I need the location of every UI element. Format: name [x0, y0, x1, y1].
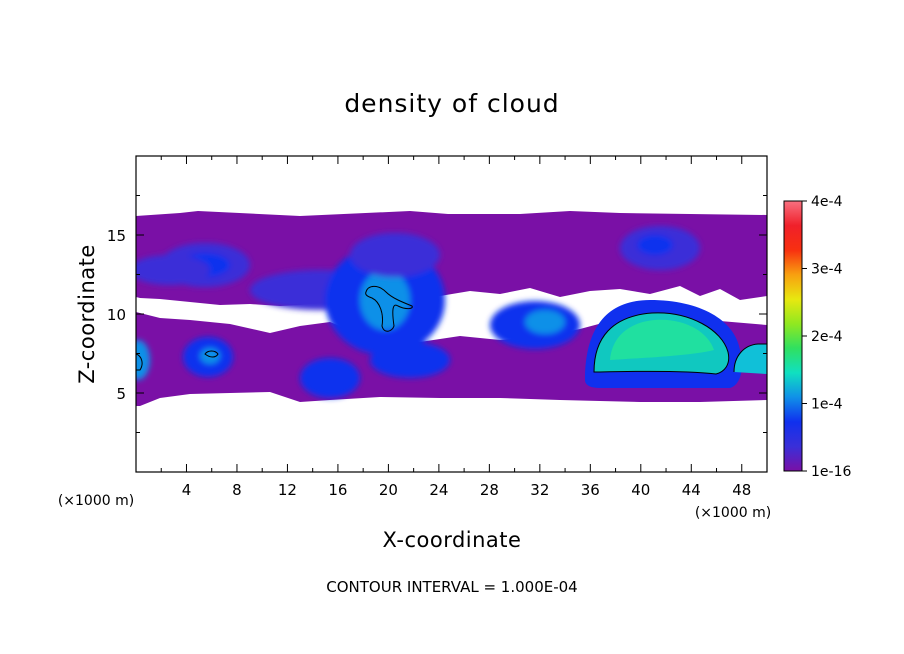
cloud-left-band — [136, 255, 210, 285]
colorbar-gradient — [784, 201, 802, 471]
cloud-cell-right-core — [610, 319, 714, 360]
cloud-central-top — [350, 233, 440, 277]
x-tick-label: 24 — [429, 481, 448, 499]
x-tick-label: 8 — [232, 481, 242, 499]
y-tick-label: 10 — [107, 306, 126, 324]
y-tick-label: 5 — [116, 385, 126, 403]
x-axis: 4 8 12 16 20 24 28 32 36 40 44 48 — [160, 156, 751, 499]
x-axis-label: X-coordinate — [383, 528, 522, 552]
x-tick-label: 44 — [682, 481, 701, 499]
x-tick-label: 36 — [581, 481, 600, 499]
cloud-central-core — [360, 270, 410, 330]
contour-right-cell — [593, 312, 730, 375]
x-tick-label: 4 — [182, 481, 192, 499]
y-axis-label: Z-coordinate — [75, 244, 99, 384]
contour-edge-left — [136, 353, 143, 371]
x-tick-label: 40 — [631, 481, 650, 499]
contour-interval: CONTOUR INTERVAL = 1.000E-04 — [326, 578, 577, 596]
x-tick-label: 16 — [328, 481, 347, 499]
cloud-lower-mid — [370, 342, 450, 378]
x-axis-unit-left: (×1000 m) — [58, 493, 134, 509]
colorbar-tick-label: 1e-4 — [811, 397, 843, 413]
cloud-cell-edge — [734, 344, 767, 374]
cloud-right-mid-core — [525, 310, 565, 334]
colorbar-tick-label: 2e-4 — [811, 329, 843, 345]
y-tick-label: 15 — [107, 227, 126, 245]
colorbar-tick-label: 3e-4 — [811, 262, 843, 278]
contour-central — [365, 285, 413, 332]
cloud-structures — [136, 226, 700, 398]
colorbar-tick-label: 1e-16 — [811, 464, 851, 480]
x-axis-unit-right: (×1000 m) — [695, 505, 771, 521]
cloud-edge-left — [136, 340, 150, 380]
contour-lines — [136, 285, 767, 375]
chart-title: density of cloud — [344, 89, 559, 118]
x-tick-label: 20 — [379, 481, 398, 499]
contour-right-edge — [733, 343, 767, 373]
contour-small-left — [204, 350, 219, 358]
cloud-lower-left — [300, 358, 360, 398]
cloud-upper-right-core — [637, 235, 673, 255]
x-tick-label: 28 — [480, 481, 499, 499]
plot-area — [136, 211, 767, 406]
y-axis: 5 10 15 — [107, 195, 767, 433]
colorbar: 1e-16 1e-4 2e-4 3e-4 4e-4 — [783, 194, 851, 480]
x-tick-label: 12 — [278, 481, 297, 499]
colorbar-tick-label: 4e-4 — [811, 194, 843, 210]
x-tick-label: 32 — [530, 481, 549, 499]
x-tick-label: 48 — [732, 481, 751, 499]
